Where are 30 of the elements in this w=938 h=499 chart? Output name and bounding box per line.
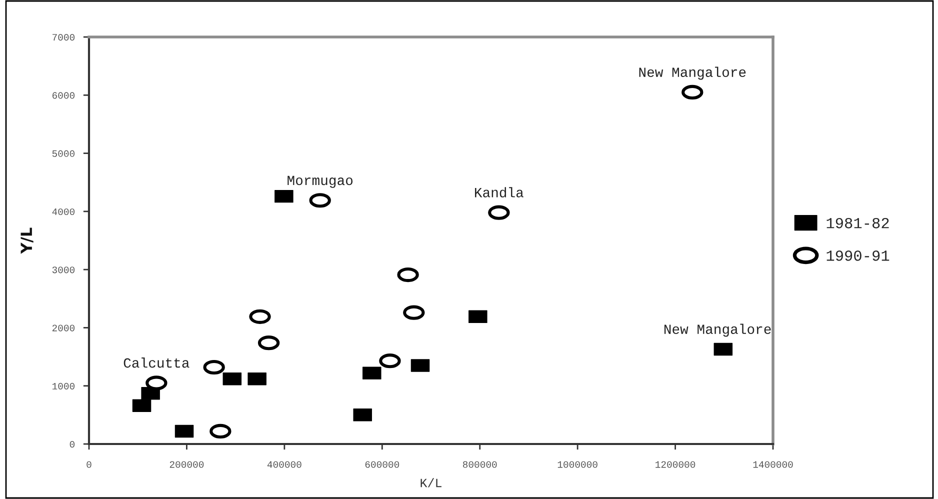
- y-tick-label: 4000: [52, 208, 75, 216]
- y-tick-label: 6000: [52, 92, 75, 99]
- y-tick-label: 7000: [52, 34, 75, 41]
- x-axis-title: K/L: [420, 478, 442, 488]
- legend-label: 1990-91: [826, 250, 890, 261]
- legend-label: 1981-82: [826, 218, 889, 228]
- annotation: New Mangalore: [664, 324, 771, 337]
- y-tick-label: 2000: [52, 324, 75, 332]
- y-tick-label: 0: [70, 441, 75, 448]
- point: [203, 360, 225, 375]
- x-tick-label: 200000: [170, 461, 204, 468]
- annotation: New Mangalore: [639, 66, 746, 80]
- point: [210, 424, 232, 439]
- x-tick-label: 800000: [462, 461, 497, 468]
- annotation: Calcutta: [124, 358, 190, 368]
- y-tick-label: 1000: [52, 382, 75, 390]
- x-tick-label: 1200000: [656, 461, 696, 468]
- point: [682, 84, 704, 100]
- y-tick-label: 5000: [52, 150, 75, 157]
- point: [274, 190, 294, 203]
- annotation: Kandla: [475, 187, 524, 198]
- x-tick-label: 1400000: [753, 461, 793, 468]
- x-tick-label: 1000000: [558, 461, 598, 468]
- x-tick-label: 0: [86, 461, 92, 468]
- point: [468, 310, 488, 324]
- y-axis-title: Y/L: [20, 228, 34, 254]
- y-tick-label: 3000: [52, 266, 75, 274]
- annotation: Mormugao: [288, 176, 353, 188]
- x-tick-label: 600000: [365, 461, 400, 468]
- x-tick-label: 400000: [267, 461, 302, 468]
